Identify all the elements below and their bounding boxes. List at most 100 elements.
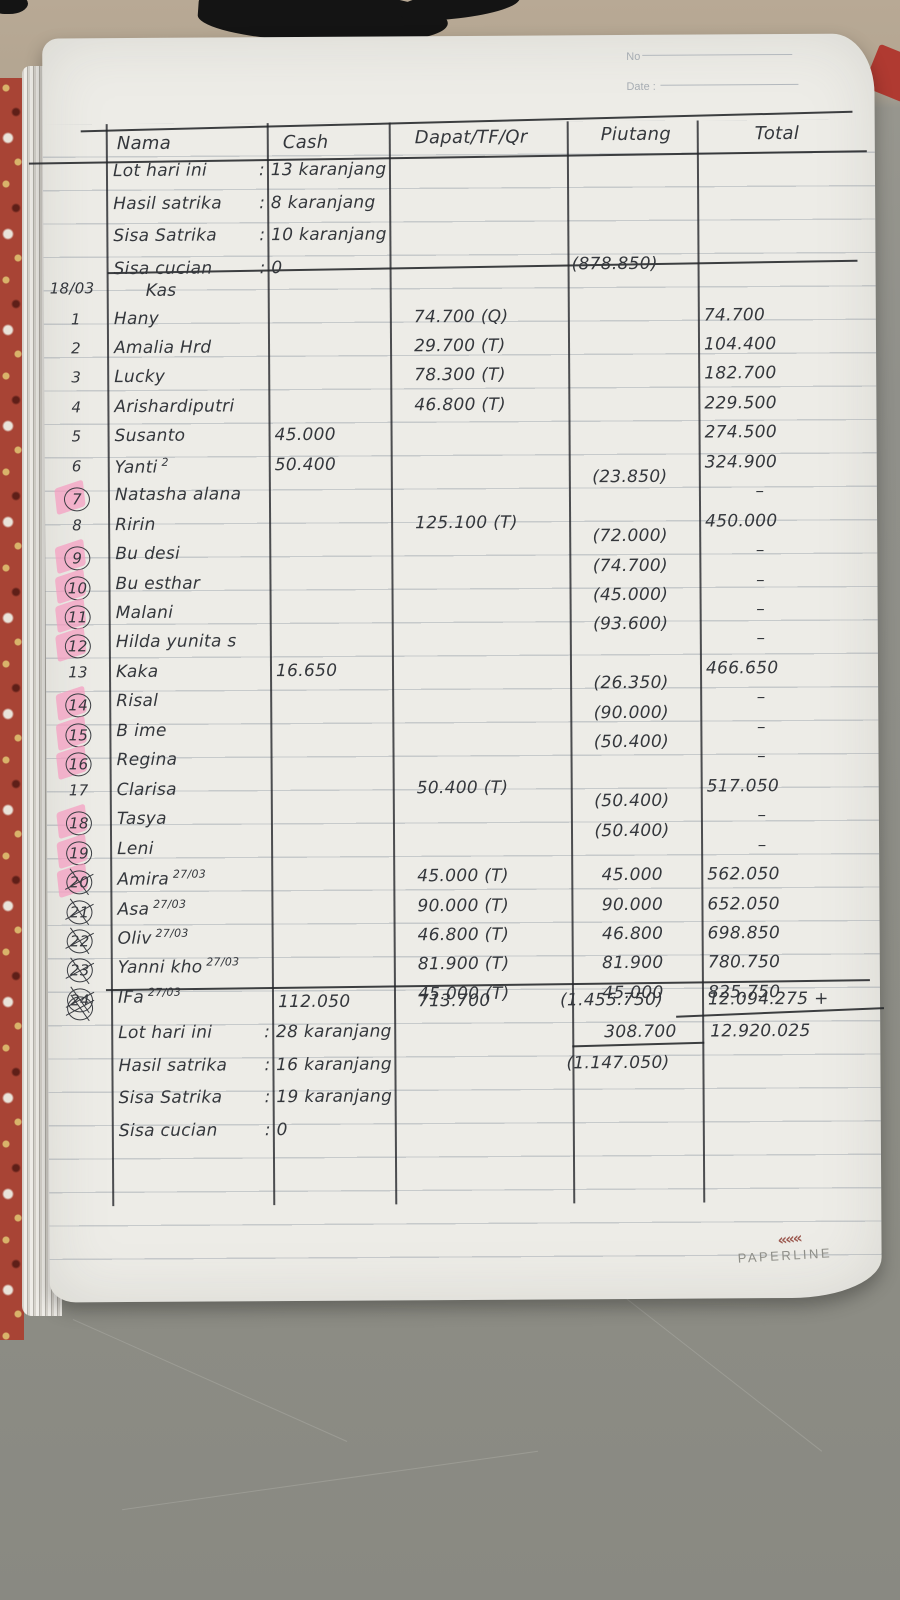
customer-name: Yanni kho 27/03 <box>117 955 240 979</box>
circled-number: 18 <box>65 811 93 836</box>
total-value: 274.500 <box>704 422 778 443</box>
bottom-note-line: Sisa cucian: 0 <box>49 1117 881 1151</box>
circled-number: 14 <box>65 693 92 718</box>
header-dapat: Dapat/TF/Qr <box>414 126 528 149</box>
total-value: – <box>757 746 767 767</box>
cash-value: 50.400 <box>274 454 337 475</box>
bottom-note-label: Lot hari ini <box>118 1022 213 1044</box>
piutang-value: 90.000 <box>601 894 664 915</box>
customer-name: Arishardiputri <box>114 396 235 417</box>
customer-name: Tasya <box>116 808 167 830</box>
row-number: 22 <box>56 929 104 954</box>
bottom-note-value: : 16 karanjang <box>264 1054 393 1075</box>
dapat-value: 45.000 (T) <box>417 865 509 887</box>
circled-number: 19 <box>66 840 93 866</box>
header-cash: Cash <box>282 131 329 154</box>
dapat-value: 50.400 (T) <box>416 777 509 798</box>
row-number: 18 <box>55 811 103 836</box>
total-value: – <box>755 569 765 590</box>
customer-name: Hany <box>113 308 160 329</box>
row-number: 19 <box>55 840 103 866</box>
dapat-value: 46.800 (T) <box>417 924 510 946</box>
total-value: 182.700 <box>704 363 777 384</box>
dapat-value: 29.700 (T) <box>413 335 506 357</box>
bottom-note-value: : 19 karanjang <box>264 1086 393 1108</box>
total-value: 698.850 <box>707 922 781 944</box>
piutang-value: 81.900 <box>602 953 664 974</box>
table-row: 13 Kaka 16.650 466.650 <box>46 658 878 692</box>
total-value: 466.650 <box>705 657 779 679</box>
row-number: 10 <box>53 575 101 600</box>
row-number: 3 <box>71 368 82 387</box>
circled-number: 7 <box>63 487 91 512</box>
name-note: 27/03 <box>151 926 189 940</box>
bottom-note-line: Lot hari ini : 28 karanjang <box>48 1019 880 1053</box>
table-row: 6 Yanti 2 50.400 324.900 <box>45 452 877 486</box>
kas-label: Kas <box>145 280 177 301</box>
piutang-value: 45.000 <box>601 864 663 886</box>
piutang-value: 46.800 <box>601 923 664 945</box>
table-row: 11 Malani (45.000) – <box>46 585 878 634</box>
row-number: 15 <box>54 723 102 748</box>
total-value: – <box>755 540 765 561</box>
row-number: 23 <box>56 958 104 983</box>
total-value: – <box>756 716 766 737</box>
name-note: 2 <box>157 455 169 469</box>
total-value: 74.700 <box>703 304 766 326</box>
total-value: 450.000 <box>705 510 778 532</box>
bottom-note-line: Hasil satrika : 16 karanjang <box>48 1052 880 1086</box>
piutang-value: (50.400) <box>593 731 670 753</box>
total-value: – <box>757 834 767 855</box>
top-note-label: Hasil satrika <box>113 193 222 214</box>
total-value: – <box>756 628 766 649</box>
top-note-label: Lot hari ini <box>112 160 208 182</box>
dapat-value: 74.700 (Q) <box>413 306 509 327</box>
name-note: 27/03 <box>202 955 240 969</box>
table-row: 17 Clarisa 50.400 (T) 517.050 <box>47 776 879 810</box>
dapat-value: 90.000 (T) <box>417 895 510 916</box>
table-row: 10 Bu esthar (74.700) – <box>45 555 877 604</box>
total-value: 229.500 <box>704 392 777 414</box>
row-number: 8 <box>72 515 83 535</box>
customer-name: Risal <box>116 691 159 712</box>
table-scratch <box>121 1450 539 1511</box>
row-number: 1 <box>70 309 81 328</box>
customer-name: Malani <box>115 602 174 624</box>
cash-value: 16.650 <box>275 660 338 682</box>
piutang-value: (50.400) <box>594 790 670 812</box>
row-number: 21 <box>55 899 103 924</box>
top-note-line: Lot hari ini: 13 karanjang <box>43 157 875 191</box>
piutang-value: (23.850) <box>592 466 668 488</box>
bottom-note-label: Hasil satrika <box>118 1055 228 1076</box>
top-notes: Lot hari ini: 13 karanjang Hasil satrika:… <box>42 33 874 278</box>
dapat-value: 46.800 (T) <box>414 394 506 416</box>
cash-value: 45.000 <box>274 425 336 446</box>
paperline-chevrons-icon: ««« <box>776 1228 802 1250</box>
total-value: 324.900 <box>704 451 778 473</box>
row-number: 16 <box>55 752 103 777</box>
dapat-value: 78.300 (T) <box>414 365 506 386</box>
customer-name: Clarisa <box>116 779 177 800</box>
table-row: 14 Risal (26.350) – <box>46 673 878 722</box>
circled-number: 22 <box>66 929 93 954</box>
circled-number: 9 <box>64 546 91 571</box>
row-number: 9 <box>53 546 101 571</box>
total-value: 780.750 <box>707 952 781 973</box>
ledger-rows: 1 Hany 74.700 (Q) 74.700 2 Amalia Hrd 29.700 (… <box>42 33 874 1013</box>
bottom-note-value: : 28 karanjang <box>264 1021 392 1043</box>
customer-name: B ime <box>116 720 167 741</box>
total-value: 517.050 <box>706 775 780 797</box>
totals-dapat: 713.700 <box>417 990 491 1012</box>
name-note: 27/03 <box>149 897 187 911</box>
row-number: 11 <box>54 605 102 630</box>
header-total: Total <box>754 122 800 145</box>
piutang-value: (72.000) <box>592 525 668 547</box>
top-note-label: Sisa Satrika <box>113 225 218 247</box>
piutang-value: (93.600) <box>593 614 669 635</box>
notebook-page: No Date : Nama Cash Dapat/TF/Qr Piutang … <box>28 33 885 1303</box>
customer-name: Yanti 2 <box>114 455 169 478</box>
circled-number: 11 <box>64 605 91 630</box>
black-object <box>0 0 28 14</box>
bottom-note-label: Sisa Satrika <box>118 1087 223 1109</box>
circled-number: 23 <box>66 958 93 983</box>
